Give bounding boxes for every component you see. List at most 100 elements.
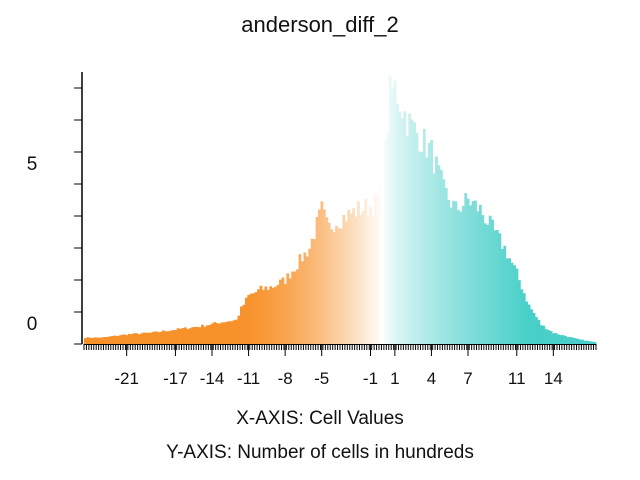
histogram-bar: [118, 335, 121, 344]
x-tick-label: 4: [427, 369, 436, 388]
histogram-bar: [537, 320, 541, 344]
histogram-bar: [547, 330, 551, 344]
histogram-bar: [447, 199, 451, 344]
histogram-bar: [583, 340, 587, 344]
histogram-bar: [330, 229, 334, 344]
histogram-bar: [318, 209, 321, 344]
histogram-bar: [93, 337, 97, 344]
histogram-bar: [483, 223, 487, 344]
histogram-bar: [500, 248, 504, 344]
x-tick-label: 14: [544, 369, 563, 388]
histogram-bar: [398, 111, 402, 344]
histogram-bar: [374, 193, 377, 344]
histogram-bar: [198, 327, 202, 344]
histogram-bar: [371, 215, 375, 344]
histogram-bar: [364, 199, 368, 344]
histogram-bar: [461, 205, 465, 344]
histogram-bar: [279, 279, 282, 344]
x-tick-label: -17: [163, 369, 188, 388]
histogram-bar: [357, 201, 360, 344]
histogram-bar: [393, 80, 397, 345]
histogram-bar: [427, 142, 431, 344]
histogram-bar: [296, 269, 299, 344]
histogram-bar: [405, 136, 409, 344]
histogram-bar: [335, 226, 338, 344]
histogram-bar: [154, 331, 158, 344]
histogram-bar: [171, 330, 175, 344]
histogram-bar: [342, 214, 346, 344]
histogram-bar: [169, 330, 173, 344]
histogram-bar: [588, 341, 592, 344]
histogram-bar: [91, 337, 95, 344]
x-tick-label: 7: [463, 369, 472, 388]
histogram-bar: [549, 331, 553, 344]
histogram-bar: [300, 261, 304, 344]
histogram-bar: [313, 239, 316, 344]
histogram-bar: [413, 122, 416, 344]
histogram-bar: [218, 323, 221, 344]
histogram-bar: [281, 277, 285, 344]
histogram-bar: [137, 334, 141, 344]
x-tick-label: -1: [363, 369, 378, 388]
histogram-bar: [586, 340, 590, 344]
histogram-bar: [291, 271, 295, 344]
histogram-bar: [359, 214, 363, 344]
histogram-bar: [215, 322, 219, 344]
histogram-bar: [183, 327, 187, 344]
histogram-bar: [469, 205, 473, 344]
histogram-bar: [149, 332, 153, 344]
x-tick-label: -8: [278, 369, 293, 388]
histogram-bar: [230, 321, 234, 344]
histogram-bar: [496, 230, 499, 344]
histogram-bar: [132, 333, 136, 344]
histogram-bar: [444, 187, 448, 344]
histogram-bar: [210, 323, 214, 344]
histogram-bar: [503, 245, 507, 344]
histogram-bar: [349, 213, 353, 344]
histogram-bar: [437, 165, 441, 344]
histogram-bar: [325, 217, 329, 344]
histogram-bar: [240, 306, 243, 344]
histogram-bar: [105, 336, 109, 344]
histogram-bar: [303, 252, 307, 344]
histogram-bar: [491, 219, 494, 344]
histogram-bar: [574, 338, 577, 344]
histogram-bar: [340, 228, 343, 344]
histogram-bar: [86, 337, 90, 344]
histogram-bars: [84, 75, 597, 345]
histogram-bar: [493, 230, 497, 344]
histogram-bar: [213, 322, 217, 344]
histogram-bar: [176, 328, 180, 344]
histogram-bar: [269, 286, 273, 344]
histogram-bar: [542, 325, 546, 344]
y-tick-label: 5: [27, 154, 38, 175]
histogram-bar: [388, 75, 392, 345]
histogram-bar: [110, 336, 114, 344]
histogram-bar: [142, 332, 146, 344]
x-axis-label: X-AXIS: Cell Values: [236, 408, 404, 429]
histogram-bar: [544, 329, 548, 344]
histogram-bar: [383, 139, 387, 344]
histogram-bar: [422, 128, 426, 344]
histogram-bar: [242, 304, 246, 344]
histogram-bar: [408, 113, 412, 345]
histogram-bar: [525, 301, 529, 344]
histogram-bar: [237, 315, 241, 344]
histogram-bar: [481, 215, 485, 344]
histogram-bar: [191, 327, 195, 344]
histogram-bar: [130, 334, 134, 344]
histogram-bar: [257, 289, 260, 344]
histogram-bar: [396, 103, 399, 344]
histogram-bar: [293, 271, 297, 344]
histogram-bar: [164, 331, 168, 344]
histogram-bar: [140, 333, 143, 344]
histogram-bar: [196, 326, 199, 344]
histogram-bar: [556, 334, 560, 344]
histogram-bar: [252, 293, 256, 344]
histogram-bar: [430, 139, 433, 344]
x-tick-label: -11: [237, 369, 260, 388]
histogram-bar: [488, 215, 492, 344]
histogram-bar: [283, 283, 287, 344]
histogram-bar: [425, 157, 429, 344]
histogram-bar: [530, 309, 533, 344]
